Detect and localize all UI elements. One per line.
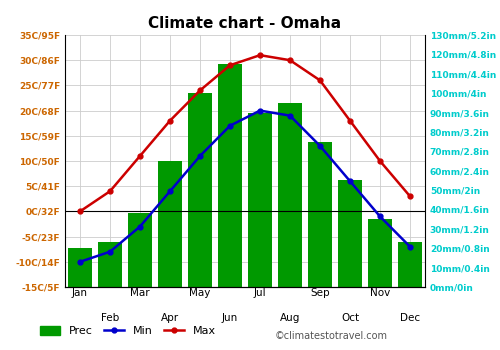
Bar [338,180,362,287]
Text: Feb: Feb [101,313,119,323]
Bar [158,161,182,287]
Bar [98,243,122,287]
Text: Dec: Dec [400,313,420,323]
Bar [68,248,92,287]
Bar [218,64,242,287]
Text: Oct: Oct [341,313,359,323]
Title: Climate chart - Omaha: Climate chart - Omaha [148,16,342,31]
Text: Apr: Apr [161,313,179,323]
Bar [248,113,272,287]
Legend: Prec, Min, Max: Prec, Min, Max [36,322,220,341]
Bar [278,103,302,287]
Bar [128,214,152,287]
Text: ©climatestotravel.com: ©climatestotravel.com [275,331,388,341]
Bar [398,243,422,287]
Bar [308,142,332,287]
Text: Jun: Jun [222,313,238,323]
Bar [368,219,392,287]
Text: Aug: Aug [280,313,300,323]
Bar [188,93,212,287]
